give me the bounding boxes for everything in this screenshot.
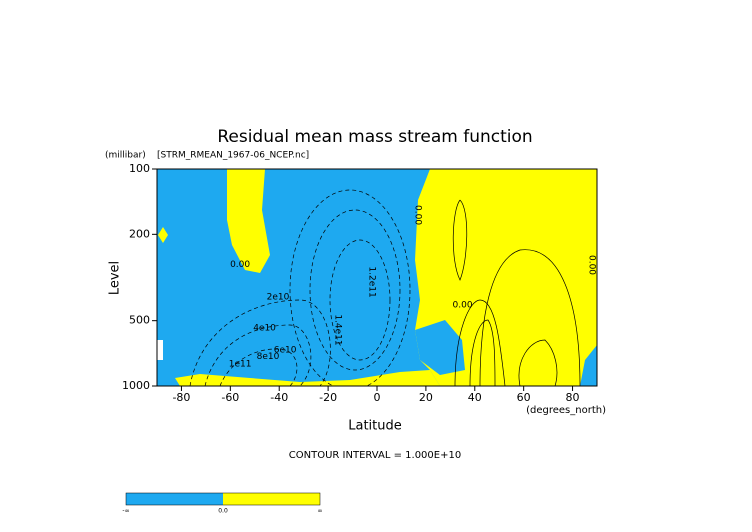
contour-label: 1.2e11 <box>367 266 377 297</box>
contour-label: 1.4e11 <box>332 314 342 345</box>
contour-interval: CONTOUR INTERVAL = 1.000E+10 <box>289 450 461 461</box>
y-axis-title: Level <box>108 261 123 295</box>
colorbar-swatch <box>126 493 223 505</box>
y-units: (millibar) <box>105 151 146 161</box>
colorbar: -∞ 0.0 ∞ <box>122 492 323 515</box>
contour-label: 0.00 <box>413 205 423 225</box>
colorbar-label: -∞ <box>122 508 129 515</box>
colorbar-label: ∞ <box>318 508 323 515</box>
x-units: (degrees_north) <box>526 405 606 416</box>
x-tick-label: -60 <box>221 391 239 404</box>
contour-label: 2e10 <box>267 293 290 303</box>
y-tick-label: 500 <box>129 314 150 327</box>
contour-label: 0.00 <box>587 255 597 275</box>
contour-label: 0.00 <box>453 300 473 310</box>
x-tick-label: 40 <box>468 391 482 404</box>
x-axis-title: Latitude <box>348 419 402 434</box>
y-tick-label: 200 <box>129 227 150 240</box>
contour-label: 0.00 <box>230 260 250 270</box>
x-tick-label: 60 <box>517 391 531 404</box>
positive-region <box>158 227 168 243</box>
contours <box>189 189 581 386</box>
x-tick-label: 0 <box>374 391 381 404</box>
x-tick-label: -80 <box>172 391 190 404</box>
chart-title: Residual mean mass stream function <box>217 127 532 147</box>
colorbar-swatch <box>223 493 320 505</box>
dataset-label: [STRM_RMEAN_1967-06_NCEP.nc] <box>157 151 309 161</box>
missing-region <box>157 340 163 360</box>
negative-region <box>415 320 465 375</box>
contour-label: 1e11 <box>229 360 252 370</box>
plot-area <box>157 169 597 386</box>
x-tick-label: 80 <box>566 391 580 404</box>
colorbar-frame <box>125 492 321 506</box>
x-tick-label: 20 <box>419 391 433 404</box>
colorbar-label: 0.0 <box>218 508 228 515</box>
y-tick-label: 1000 <box>122 379 150 392</box>
x-tick-label: -40 <box>270 391 288 404</box>
y-tick-label: 100 <box>129 162 150 175</box>
contour-label: 4e10 <box>253 324 276 334</box>
contour-label: 6e10 <box>274 346 297 356</box>
x-tick-label: -20 <box>319 391 337 404</box>
contour-label: 8e10 <box>257 352 280 362</box>
positive-region <box>227 169 270 273</box>
